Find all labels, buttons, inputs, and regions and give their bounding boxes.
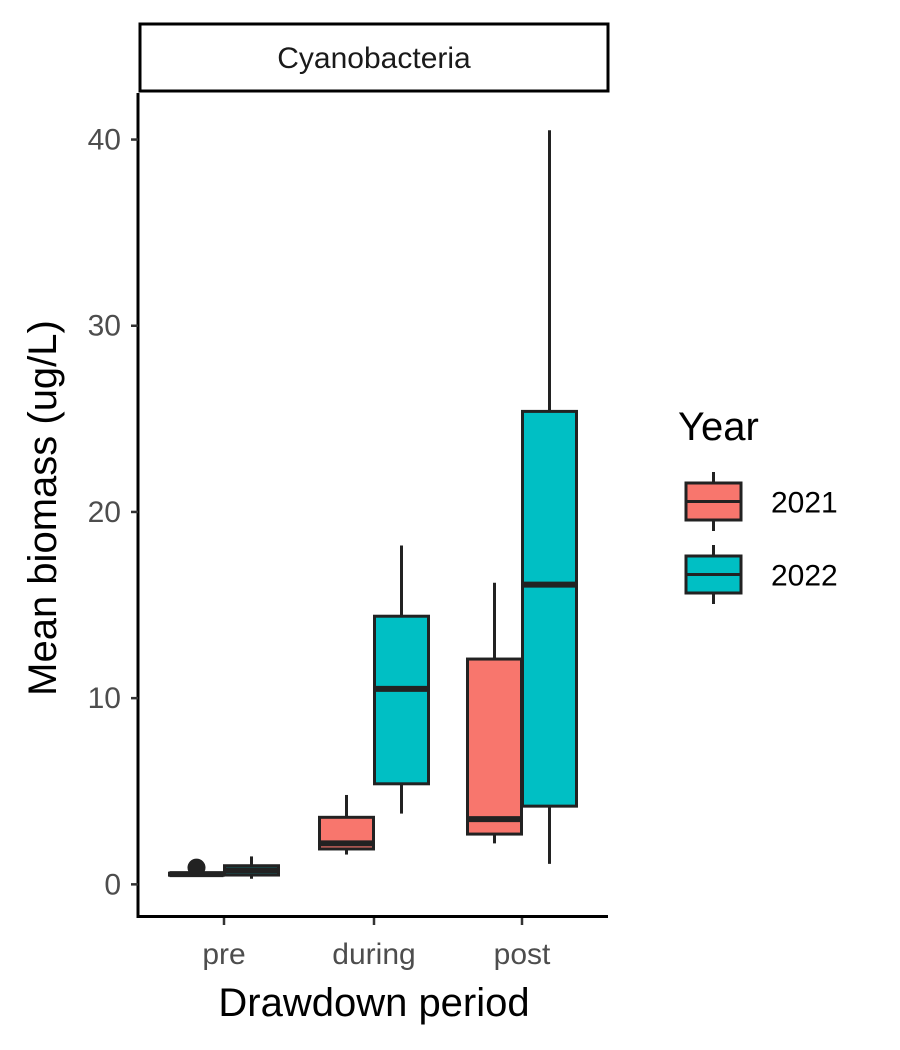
facet-strip-label: Cyanobacteria bbox=[277, 42, 471, 75]
box-2021-pre bbox=[168, 858, 225, 878]
y-tick-label: 0 bbox=[104, 868, 121, 901]
outlier-point bbox=[187, 858, 206, 877]
y-axis-title: Mean biomass (ug/L) bbox=[21, 320, 65, 696]
box-body bbox=[521, 409, 578, 808]
x-tick-label: during bbox=[332, 938, 415, 971]
y-tick-label: 40 bbox=[88, 124, 121, 157]
x-ticks: pre during post bbox=[202, 918, 551, 971]
x-tick-label: post bbox=[494, 938, 551, 971]
box-marks bbox=[168, 130, 578, 879]
x-axis-title: Drawdown period bbox=[218, 981, 529, 1025]
legend-label: 2021 bbox=[771, 487, 838, 520]
legend-item-2022: 2022 bbox=[684, 545, 838, 604]
y-ticks: 0 10 20 30 40 bbox=[88, 124, 138, 901]
legend: 2021 2022 bbox=[684, 472, 838, 604]
legend-label: 2022 bbox=[771, 560, 838, 593]
box-body bbox=[466, 657, 523, 836]
y-tick-label: 10 bbox=[88, 682, 121, 715]
box-body bbox=[373, 614, 430, 786]
box-2022-post bbox=[521, 130, 578, 864]
box-2021-post bbox=[466, 582, 523, 844]
y-tick-label: 30 bbox=[88, 310, 121, 343]
box-2022-during bbox=[373, 545, 430, 814]
x-tick-label: pre bbox=[202, 938, 245, 971]
y-tick-label: 20 bbox=[88, 496, 121, 529]
box-2022-pre bbox=[223, 856, 280, 879]
legend-item-2021: 2021 bbox=[684, 472, 838, 531]
legend-title: Year bbox=[678, 405, 759, 449]
box-2021-during bbox=[318, 794, 375, 855]
facet-strip bbox=[138, 22, 610, 93]
